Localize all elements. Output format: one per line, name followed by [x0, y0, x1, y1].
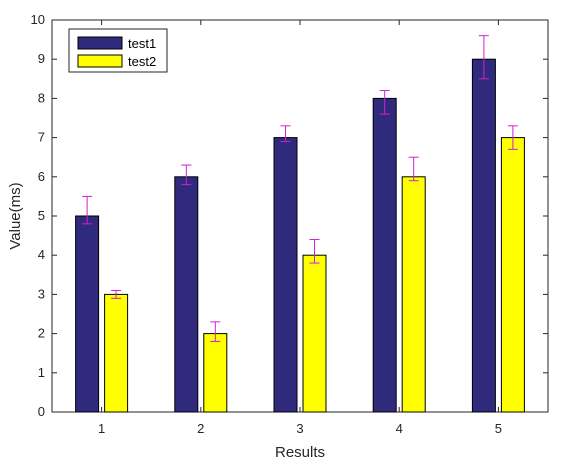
- bar-test2-3: [302, 254, 327, 413]
- bar-test2-2: [203, 333, 228, 413]
- x-tick-label: 1: [98, 421, 105, 436]
- y-tick-label: 7: [38, 130, 45, 145]
- y-axis-label: Value(ms): [7, 182, 24, 249]
- legend: test1 test2: [68, 28, 168, 73]
- y-tick-label: 2: [38, 326, 45, 341]
- y-tick-label: 8: [38, 90, 45, 105]
- x-axis: 1 2 3 4 5: [98, 20, 502, 436]
- bar-test2-1: [104, 293, 129, 413]
- y-tick-label: 10: [31, 12, 45, 27]
- x-tick-label: 4: [396, 421, 403, 436]
- y-tick-label: 1: [38, 365, 45, 380]
- legend-label-test1: test1: [128, 36, 156, 51]
- bar-test1-2: [174, 176, 199, 413]
- bar-test1-3: [273, 137, 298, 413]
- legend-label-test2: test2: [128, 54, 156, 69]
- y-tick-label: 6: [38, 169, 45, 184]
- y-tick-label: 3: [38, 286, 45, 301]
- y-tick-label: 4: [38, 247, 45, 262]
- x-tick-label: 2: [197, 421, 204, 436]
- bars: [75, 58, 525, 413]
- x-axis-label: Results: [275, 444, 325, 461]
- y-tick-label: 5: [38, 208, 45, 223]
- plot-area: [51, 19, 549, 413]
- legend-swatch-test2: [77, 54, 123, 68]
- bar-test2-4: [401, 176, 426, 413]
- x-tick-label: 5: [495, 421, 502, 436]
- y-tick-label: 0: [38, 404, 45, 419]
- y-axis: 0 1 2 3 4 5 6 7 8 9 10: [31, 12, 548, 419]
- x-tick-label: 3: [296, 421, 303, 436]
- bar-test1-1: [75, 215, 100, 413]
- y-tick-label: 9: [38, 51, 45, 66]
- bar-test1-5: [471, 58, 496, 413]
- bar-test2-5: [500, 137, 525, 413]
- bar-test1-4: [372, 97, 397, 413]
- error-bars: [82, 35, 518, 342]
- legend-swatch-test1: [77, 36, 123, 50]
